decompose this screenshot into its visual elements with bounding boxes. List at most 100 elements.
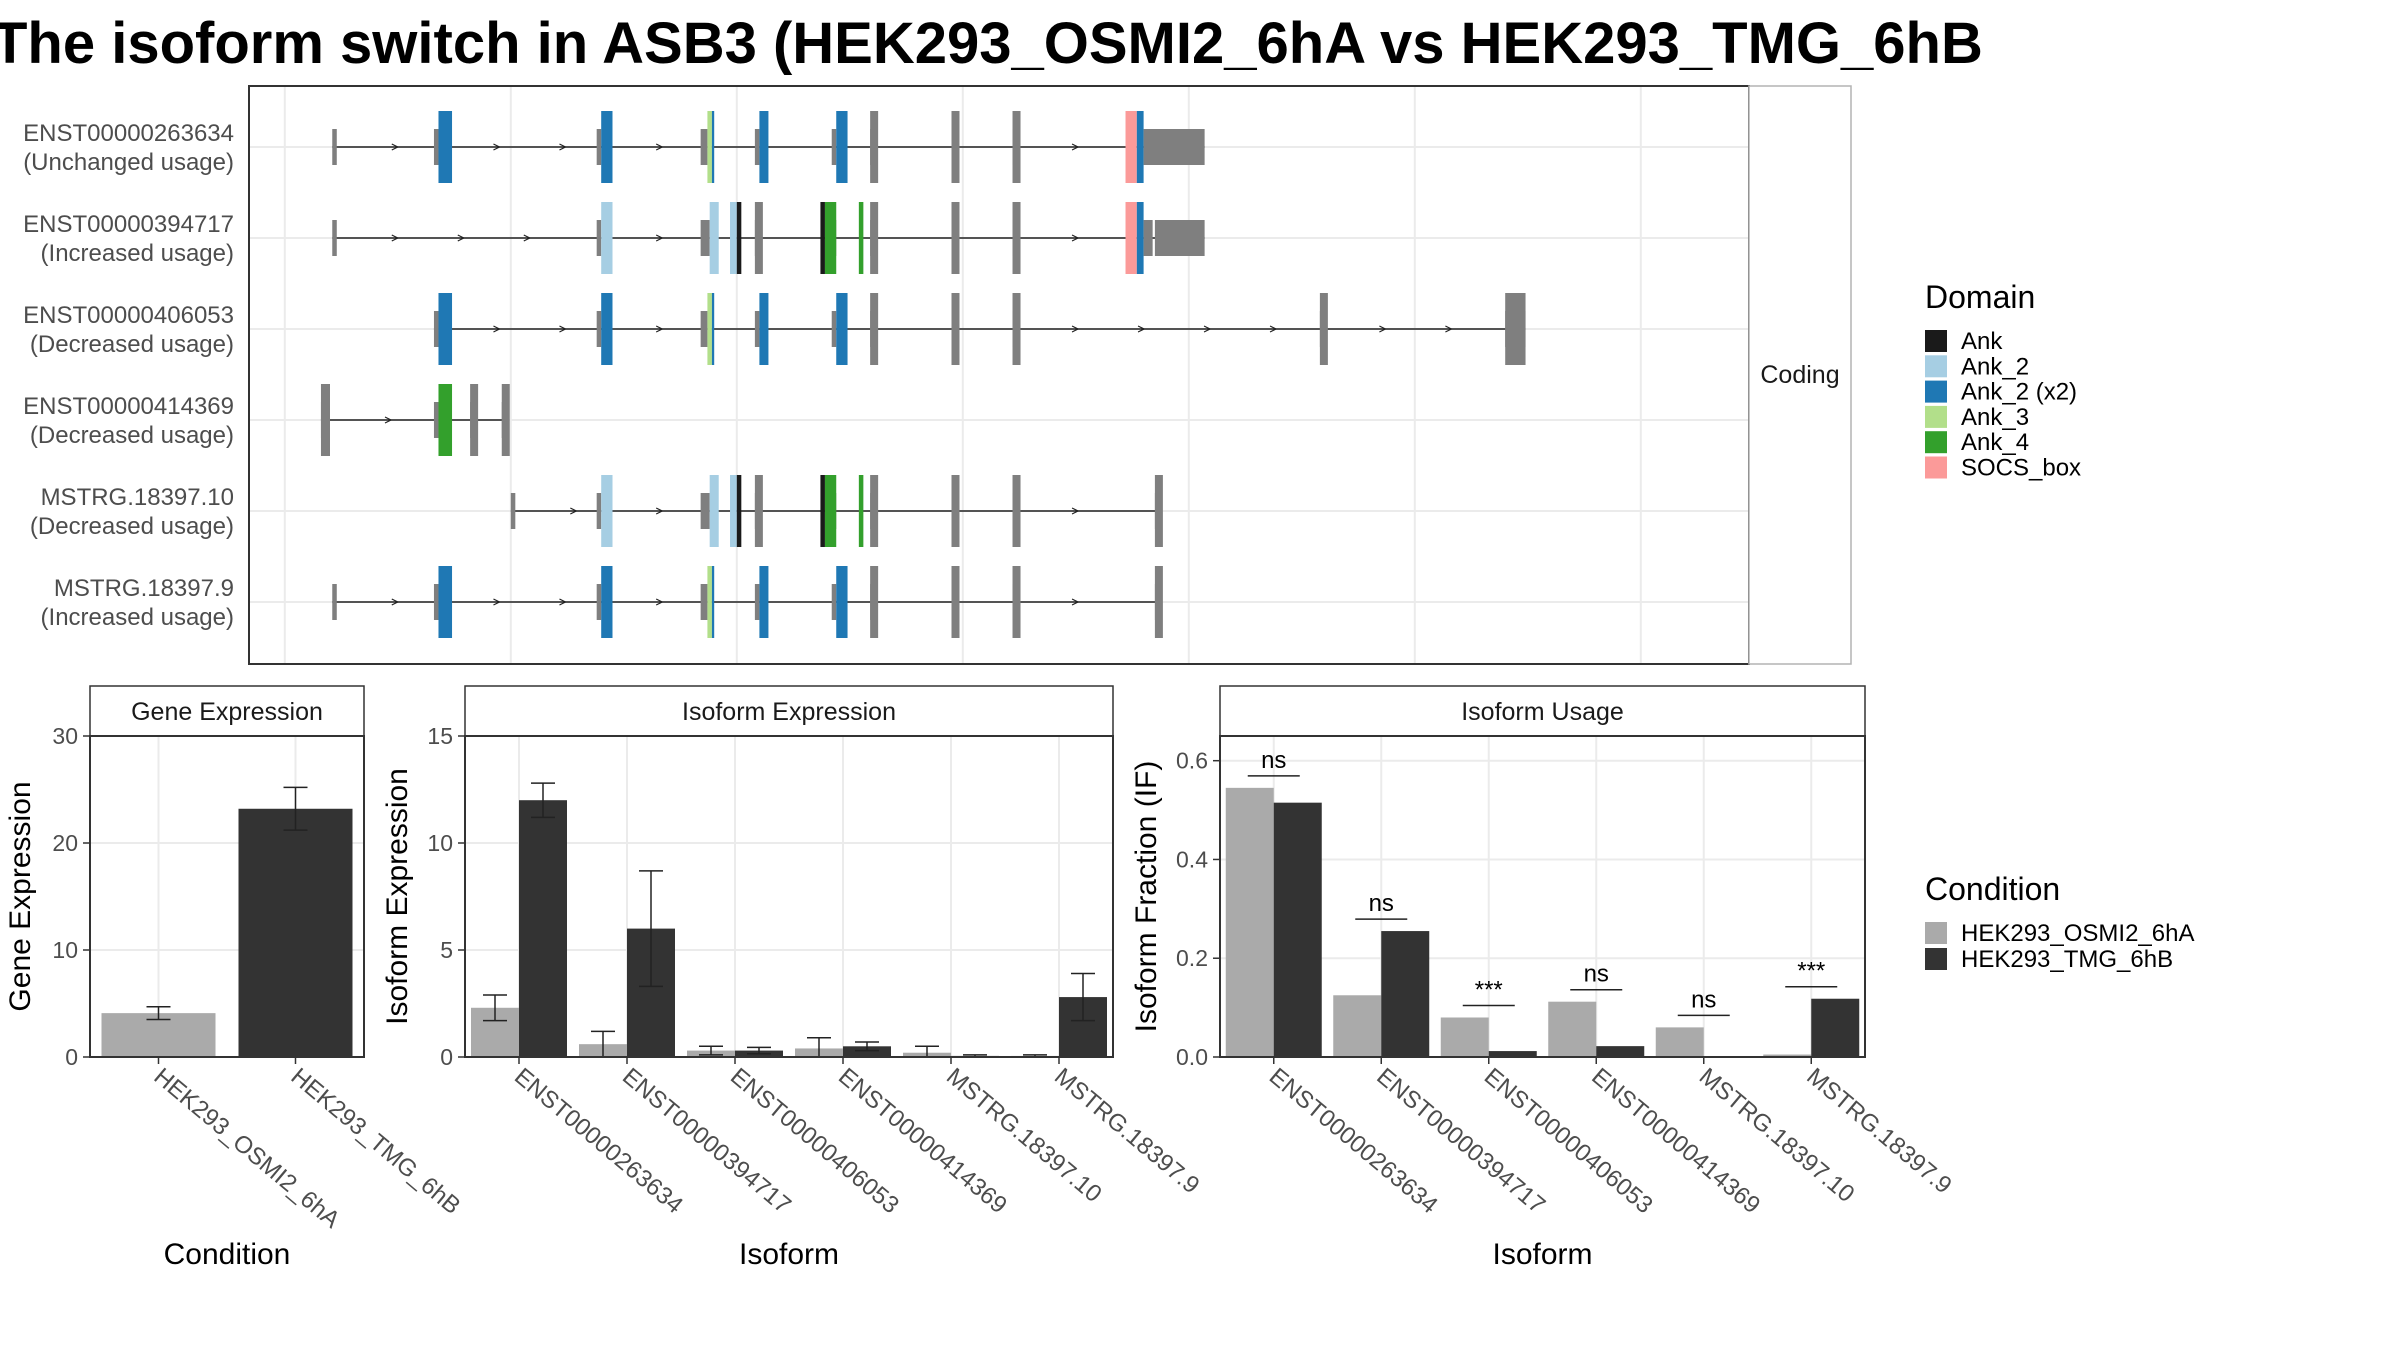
intron-arrow xyxy=(1269,325,1278,333)
intron-arrow xyxy=(391,143,400,151)
domain-ank-3 xyxy=(707,293,712,365)
domain-ank-2 xyxy=(601,202,613,274)
legend-item: SOCS_box xyxy=(1961,455,2081,482)
coding-exon xyxy=(870,566,879,638)
legend-swatch xyxy=(1925,431,1947,454)
legend-item: Ank_4 xyxy=(1961,429,2029,456)
utr-exon xyxy=(754,584,760,620)
utr-exon xyxy=(700,584,708,620)
coding-exon xyxy=(1012,111,1021,183)
isoform-usage-label: (Decreased usage) xyxy=(30,331,234,358)
intron-arrow xyxy=(493,325,501,333)
coding-exon xyxy=(1319,293,1328,365)
utr-exon xyxy=(433,402,439,438)
x-axis-title: Condition xyxy=(164,1238,291,1271)
legend-swatch xyxy=(1925,405,1947,428)
utr-exon xyxy=(1143,129,1178,165)
utr-exon xyxy=(596,220,602,256)
coding-exon xyxy=(870,202,879,274)
coding-exon xyxy=(951,293,960,365)
utr-exon xyxy=(700,493,710,529)
y-tick-label: 0 xyxy=(65,1044,78,1070)
facet-strip xyxy=(1748,85,1852,665)
legend-item: Ank xyxy=(1961,328,2003,355)
bar xyxy=(843,1046,891,1057)
intron-arrow xyxy=(391,598,400,606)
isoform-track xyxy=(332,202,1205,274)
y-tick-label: 20 xyxy=(52,830,78,856)
utr-exon xyxy=(754,311,760,347)
utr-exon xyxy=(433,129,439,165)
domain-ank-2-x2- xyxy=(836,293,848,365)
domain-ank-2-x2- xyxy=(711,293,715,365)
intron-arrow xyxy=(391,234,400,242)
y-tick-label: 0 xyxy=(440,1044,453,1070)
domain-ank-2-x2- xyxy=(711,566,715,638)
intron-arrow xyxy=(1137,325,1146,333)
intron-arrow xyxy=(523,234,532,242)
y-axis-title: Isoform Expression xyxy=(381,768,414,1025)
domain-ank-4 xyxy=(858,475,864,547)
legend-swatch xyxy=(1925,355,1947,378)
coding-exon xyxy=(951,111,960,183)
domain-ank-2 xyxy=(709,475,719,547)
utr-exon xyxy=(596,311,602,347)
utr-exon xyxy=(700,129,708,165)
utr-exon xyxy=(596,493,602,529)
isoform-label: MSTRG.18397.9 xyxy=(54,575,234,602)
y-tick-label: 0.0 xyxy=(1176,1044,1208,1070)
y-tick-label: 0.2 xyxy=(1176,945,1208,971)
domain-ank-2-x2- xyxy=(759,293,769,365)
bar xyxy=(1596,1046,1645,1057)
domain-ank-2-x2- xyxy=(836,566,848,638)
isoform-track xyxy=(433,293,1526,365)
intron-arrow xyxy=(655,143,664,151)
legend-item: Ank_2 (x2) xyxy=(1961,379,2077,406)
utr-exon xyxy=(332,129,337,165)
domain-ank-2-x2- xyxy=(1136,202,1144,274)
legend-title: Domain xyxy=(1925,279,2035,315)
utr-exon xyxy=(1143,220,1153,256)
utr-exon xyxy=(332,220,337,256)
utr-exon xyxy=(831,311,837,347)
isoform-label: ENST00000414369 xyxy=(23,393,234,420)
significance-label: ns xyxy=(1261,747,1286,774)
domain-ank-2-x2- xyxy=(759,111,769,183)
bar xyxy=(1381,931,1430,1057)
coding-exon xyxy=(754,475,763,547)
domain-ank-2-x2- xyxy=(1136,111,1144,183)
intron-arrow xyxy=(384,416,393,424)
coding-exon xyxy=(870,475,879,547)
isoform-usage-label: (Increased usage) xyxy=(41,240,234,267)
facet-strip xyxy=(1219,685,1866,737)
intron-arrow xyxy=(1071,325,1080,333)
intron-arrow xyxy=(559,143,567,151)
isoform-usage-label: (Increased usage) xyxy=(41,604,234,631)
legend-swatch xyxy=(1925,330,1947,352)
coding-exon xyxy=(1012,475,1021,547)
panel-border xyxy=(1219,735,1866,1058)
intron-arrow xyxy=(559,325,567,333)
bar xyxy=(1440,1017,1489,1057)
domain-ank-3 xyxy=(707,566,712,638)
utr-exon xyxy=(831,129,837,165)
domain-socs-box xyxy=(1125,202,1137,274)
coding-exon xyxy=(1154,566,1163,638)
utr-exon xyxy=(510,493,516,529)
isoform-label: ENST00000263634 xyxy=(23,120,234,147)
bar xyxy=(1488,1051,1537,1057)
legend-item: HEK293_TMG_6hB xyxy=(1961,946,2173,973)
isoform-label: ENST00000406053 xyxy=(23,302,234,329)
isoform-track xyxy=(332,566,1163,638)
domain-ank-2-x2- xyxy=(601,566,613,638)
bar xyxy=(519,800,567,1057)
domain-ank-2 xyxy=(730,475,737,547)
intron-arrow xyxy=(655,507,664,515)
utr-exon xyxy=(700,220,710,256)
isoform-usage-label: (Decreased usage) xyxy=(30,422,234,449)
legend-item: Ank_2 xyxy=(1961,353,2029,380)
